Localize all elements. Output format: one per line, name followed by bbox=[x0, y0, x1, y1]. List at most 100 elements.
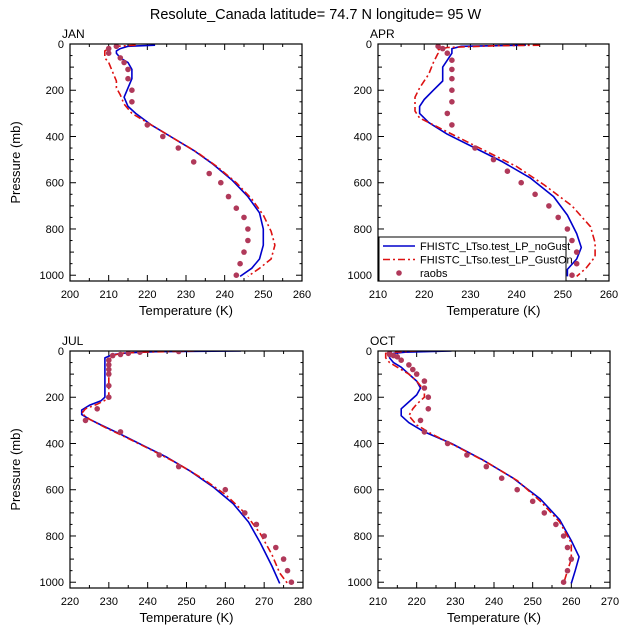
x-tick-label: 230 bbox=[446, 596, 464, 608]
raobs-point bbox=[284, 567, 291, 574]
series-line-no-gust bbox=[388, 351, 580, 584]
x-tick-label: 240 bbox=[507, 289, 525, 301]
raobs-point bbox=[106, 371, 112, 377]
raobs-point bbox=[206, 170, 212, 177]
raobs-point bbox=[190, 159, 197, 165]
y-tick-label: 200 bbox=[46, 85, 64, 97]
x-tick-label: 210 bbox=[99, 289, 117, 301]
raobs-point bbox=[175, 145, 182, 151]
axis-ticks bbox=[377, 350, 611, 588]
x-tick-label: 250 bbox=[254, 289, 272, 301]
raobs-point bbox=[472, 145, 478, 151]
raobs-point bbox=[541, 510, 548, 516]
panel-label: OCT bbox=[370, 334, 396, 348]
raobs-point bbox=[553, 521, 559, 528]
x-axis-label: Temperature (K) bbox=[139, 303, 233, 318]
raobs-point bbox=[439, 45, 446, 52]
y-tick-label: 800 bbox=[354, 531, 372, 543]
raobs-point bbox=[490, 156, 497, 163]
panel-apr: 210 220 230 240 250 260 0 200 400 600 800 1000 Tempe… bbox=[348, 27, 619, 318]
plot-frame bbox=[377, 350, 611, 589]
y-tick-label: 200 bbox=[354, 85, 372, 97]
y-axis-label: Pressure (mb) bbox=[8, 121, 23, 203]
raobs-point bbox=[218, 179, 224, 186]
panel-label: APR bbox=[370, 27, 395, 41]
raobs-point bbox=[245, 226, 251, 232]
raobs-point bbox=[421, 385, 428, 391]
y-tick-label: 1000 bbox=[348, 270, 372, 282]
raobs-point bbox=[225, 193, 232, 200]
raobs-point bbox=[121, 59, 127, 66]
raobs-point bbox=[449, 87, 455, 93]
series-line-gust-on bbox=[384, 351, 573, 584]
raobs-point bbox=[483, 463, 490, 470]
series-line-gust-on bbox=[104, 44, 276, 278]
raobs-point bbox=[417, 417, 424, 424]
raobs-point bbox=[421, 429, 428, 435]
raobs-point bbox=[449, 66, 455, 73]
raobs-point bbox=[245, 237, 251, 244]
raobs-point bbox=[398, 357, 405, 364]
plot-frame bbox=[69, 350, 304, 589]
raobs-point bbox=[175, 351, 182, 355]
raobs-point bbox=[105, 50, 112, 56]
y-tick-label: 0 bbox=[366, 39, 372, 51]
raobs-point bbox=[273, 544, 279, 551]
raobs-point bbox=[117, 351, 124, 358]
y-tick-label: 200 bbox=[354, 392, 372, 404]
x-tick-label: 270 bbox=[601, 596, 619, 608]
raobs-point bbox=[175, 463, 182, 470]
y-tick-label: 600 bbox=[46, 178, 64, 190]
raobs-point bbox=[449, 122, 455, 128]
y-tick-label: 0 bbox=[58, 39, 64, 51]
x-tick-label: 210 bbox=[369, 289, 387, 301]
x-tick-label: 260 bbox=[600, 289, 618, 301]
raobs-point bbox=[288, 579, 295, 585]
legend: FHISTC_LTso.test_LP_noGust FHISTC_LTso.te… bbox=[378, 236, 573, 282]
raobs-point bbox=[421, 378, 428, 384]
y-tick-label: 1000 bbox=[40, 270, 64, 282]
series-line-no-gust bbox=[418, 44, 583, 277]
series-line-no-gust bbox=[80, 351, 281, 584]
raobs-point bbox=[464, 452, 470, 458]
x-tick-label: 230 bbox=[100, 596, 118, 608]
raobs-point bbox=[529, 498, 536, 505]
raobs-point bbox=[125, 75, 131, 82]
x-tick-label: 220 bbox=[138, 289, 156, 301]
raobs-point bbox=[129, 99, 135, 105]
raobs-point bbox=[555, 214, 561, 221]
raobs-point bbox=[105, 45, 112, 52]
y-tick-label: 400 bbox=[46, 438, 64, 450]
raobs-point bbox=[125, 66, 131, 73]
raobs-point bbox=[435, 44, 441, 50]
raobs-point bbox=[117, 429, 124, 435]
y-tick-label: 800 bbox=[354, 224, 372, 236]
raobs-point bbox=[444, 440, 451, 447]
raobs-point bbox=[410, 366, 416, 373]
y-tick-label: 0 bbox=[58, 346, 64, 358]
raobs-point bbox=[117, 55, 124, 61]
legend-box bbox=[378, 236, 567, 282]
raobs-point bbox=[569, 237, 575, 244]
x-axis-label: Temperature (K) bbox=[447, 303, 541, 318]
y-tick-label: 600 bbox=[354, 485, 372, 497]
raobs-point bbox=[261, 533, 268, 539]
plot-frame bbox=[69, 43, 303, 282]
raobs-point bbox=[242, 510, 248, 516]
raobs-point bbox=[564, 567, 571, 574]
raobs-point bbox=[82, 417, 89, 424]
raobs-point bbox=[449, 57, 455, 63]
y-tick-label: 0 bbox=[366, 346, 372, 358]
y-tick-label: 800 bbox=[46, 224, 64, 236]
panel-jan: 200 210 220 230 240 250 260 0 200 400 600 800 1000 Te… bbox=[8, 27, 311, 318]
panel-oct: 210 220 230 240 250 260 270 0 200 400 600 800 1000 Te… bbox=[348, 334, 620, 625]
x-tick-label: 280 bbox=[294, 596, 312, 608]
x-tick-label: 240 bbox=[138, 596, 156, 608]
figure-title: Resolute_Canada latitude= 74.7 N longitu… bbox=[150, 7, 482, 23]
raobs-point bbox=[425, 406, 432, 412]
raobs-point bbox=[125, 351, 132, 357]
panel-label: JAN bbox=[62, 27, 85, 41]
raobs-point bbox=[406, 362, 412, 368]
x-axis-label: Temperature (K) bbox=[140, 610, 234, 625]
